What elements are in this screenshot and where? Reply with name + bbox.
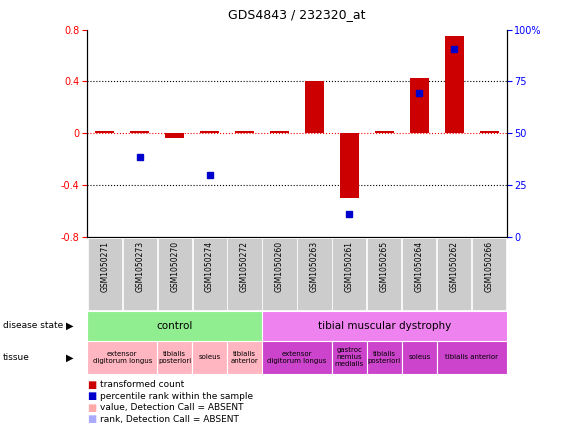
Bar <box>297 238 332 310</box>
Text: GSM1050263: GSM1050263 <box>310 241 319 292</box>
Text: soleus: soleus <box>199 354 221 360</box>
Text: ▶: ▶ <box>66 321 74 331</box>
Text: control: control <box>157 321 193 331</box>
Bar <box>88 238 122 310</box>
Bar <box>200 131 219 133</box>
Bar <box>270 131 289 133</box>
Bar <box>130 131 149 133</box>
Text: ■: ■ <box>87 391 96 401</box>
Bar <box>227 341 262 374</box>
Text: ■: ■ <box>87 380 96 390</box>
Bar <box>410 77 429 133</box>
Bar <box>87 311 262 341</box>
Bar <box>340 133 359 198</box>
Bar <box>165 133 184 138</box>
Text: tibialis
anterior: tibialis anterior <box>231 351 258 364</box>
Text: soleus: soleus <box>408 354 431 360</box>
Text: GSM1050271: GSM1050271 <box>100 241 109 291</box>
Bar <box>193 238 227 310</box>
Text: tibialis
posteriori: tibialis posteriori <box>158 351 191 364</box>
Text: tissue: tissue <box>3 353 30 362</box>
Bar <box>437 341 507 374</box>
Bar <box>472 238 506 310</box>
Bar <box>227 238 262 310</box>
Text: transformed count: transformed count <box>100 380 185 390</box>
Text: extensor
digitorum longus: extensor digitorum longus <box>267 351 327 364</box>
Text: ▶: ▶ <box>66 352 74 363</box>
Bar <box>402 341 437 374</box>
Text: percentile rank within the sample: percentile rank within the sample <box>100 392 253 401</box>
Bar <box>367 238 401 310</box>
Bar <box>402 238 436 310</box>
Bar <box>262 311 507 341</box>
Bar <box>445 36 464 133</box>
Bar <box>332 238 367 310</box>
Text: GSM1050274: GSM1050274 <box>205 241 214 292</box>
Text: GDS4843 / 232320_at: GDS4843 / 232320_at <box>228 8 366 21</box>
Text: GSM1050272: GSM1050272 <box>240 241 249 291</box>
Text: rank, Detection Call = ABSENT: rank, Detection Call = ABSENT <box>100 415 239 423</box>
Text: GSM1050262: GSM1050262 <box>450 241 459 291</box>
Text: tibialis
posteriori: tibialis posteriori <box>368 351 401 364</box>
Text: GSM1050264: GSM1050264 <box>415 241 424 292</box>
Bar <box>95 131 114 133</box>
Bar <box>305 81 324 133</box>
Text: gastroc
nemius
medialis: gastroc nemius medialis <box>335 347 364 368</box>
Bar <box>262 238 297 310</box>
Bar <box>480 131 499 133</box>
Bar <box>262 341 332 374</box>
Text: tibial muscular dystrophy: tibial muscular dystrophy <box>318 321 451 331</box>
Bar <box>367 341 402 374</box>
Text: GSM1050265: GSM1050265 <box>380 241 389 292</box>
Text: disease state: disease state <box>3 321 63 330</box>
Text: GSM1050273: GSM1050273 <box>135 241 144 292</box>
Text: value, Detection Call = ABSENT: value, Detection Call = ABSENT <box>100 403 244 412</box>
Bar <box>87 341 157 374</box>
Text: GSM1050270: GSM1050270 <box>170 241 179 292</box>
Bar <box>157 341 192 374</box>
Text: tibialis anterior: tibialis anterior <box>445 354 498 360</box>
Bar <box>235 131 254 133</box>
Bar <box>375 131 394 133</box>
Text: extensor
digitorum longus: extensor digitorum longus <box>92 351 152 364</box>
Bar <box>192 341 227 374</box>
Bar <box>123 238 157 310</box>
Bar <box>158 238 192 310</box>
Text: GSM1050261: GSM1050261 <box>345 241 354 291</box>
Text: ■: ■ <box>87 414 96 423</box>
Text: ■: ■ <box>87 403 96 413</box>
Bar <box>437 238 471 310</box>
Text: GSM1050260: GSM1050260 <box>275 241 284 292</box>
Bar <box>332 341 367 374</box>
Text: GSM1050266: GSM1050266 <box>485 241 494 292</box>
